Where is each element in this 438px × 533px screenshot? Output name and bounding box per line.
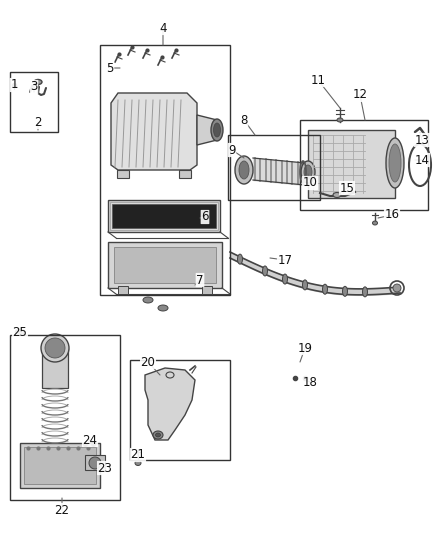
Ellipse shape [303,280,307,290]
Text: 20: 20 [141,356,155,368]
Bar [118,286,128,294]
Ellipse shape [389,144,401,182]
Ellipse shape [333,192,341,198]
Ellipse shape [155,433,160,437]
Text: 19: 19 [297,342,312,354]
Polygon shape [145,368,195,440]
Ellipse shape [262,266,268,276]
Text: 23: 23 [98,462,113,474]
Ellipse shape [89,457,101,469]
Text: 18: 18 [303,376,318,389]
Ellipse shape [15,329,25,335]
Text: 7: 7 [196,273,204,287]
Bar [85,455,105,470]
Ellipse shape [41,334,69,362]
Text: 17: 17 [278,254,293,266]
Ellipse shape [158,305,168,311]
Ellipse shape [18,330,22,334]
Text: 8: 8 [240,114,247,126]
Text: 22: 22 [54,504,70,516]
Text: 11: 11 [311,74,325,86]
Text: 14: 14 [414,154,430,166]
Bar [10,72,58,132]
Polygon shape [111,93,197,170]
Bar [228,135,320,200]
Bar [24,447,96,484]
Ellipse shape [239,161,249,179]
Bar [110,202,218,230]
Ellipse shape [135,461,141,465]
Bar [114,247,216,283]
Text: 4: 4 [159,21,167,35]
Text: 3: 3 [30,80,38,93]
Text: 16: 16 [385,208,399,222]
Text: 13: 13 [414,133,429,147]
Ellipse shape [283,274,287,284]
Ellipse shape [372,221,378,225]
Ellipse shape [153,431,163,439]
Polygon shape [197,115,217,145]
Ellipse shape [237,254,243,264]
Bar [117,170,129,178]
Bar [100,45,230,295]
Ellipse shape [34,79,42,85]
Bar [179,170,191,178]
Ellipse shape [143,297,153,303]
Ellipse shape [393,284,401,292]
Text: 9: 9 [228,143,236,157]
Bar [202,286,212,294]
Bar [300,120,428,210]
Ellipse shape [363,287,367,297]
Bar [108,242,222,288]
Text: 1: 1 [10,78,18,92]
Text: 21: 21 [131,448,145,462]
Ellipse shape [337,118,343,122]
Text: 5: 5 [106,61,114,75]
Bar [308,130,395,198]
Bar [130,360,230,460]
Text: 2: 2 [34,116,42,128]
Ellipse shape [343,286,347,296]
Text: 6: 6 [201,211,209,223]
Ellipse shape [322,284,328,294]
Ellipse shape [301,161,315,183]
Text: 12: 12 [353,88,367,101]
Bar [112,204,216,228]
Ellipse shape [235,156,253,184]
Bar [42,348,68,388]
Bar [20,443,100,488]
Ellipse shape [45,338,65,358]
Bar [10,335,120,500]
Text: 24: 24 [82,433,98,447]
Ellipse shape [386,138,404,188]
Bar [108,200,220,232]
Ellipse shape [211,119,223,141]
Text: 10: 10 [303,176,318,190]
Ellipse shape [213,123,220,137]
Text: 15: 15 [339,182,354,195]
Text: 25: 25 [13,326,28,338]
Ellipse shape [304,165,312,179]
